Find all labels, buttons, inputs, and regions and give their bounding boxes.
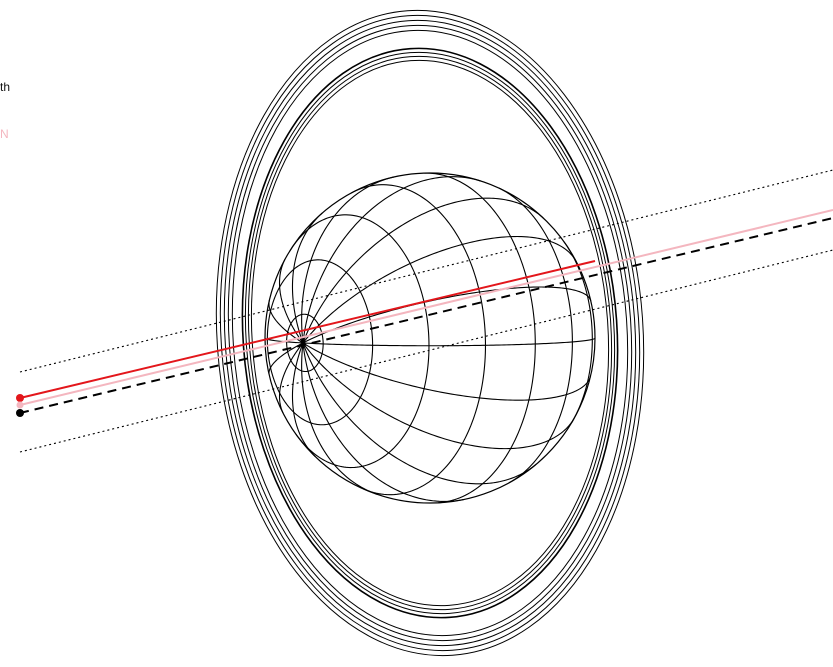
pink-line <box>19 209 833 406</box>
globe-parallel <box>498 187 573 484</box>
globe-meridian <box>268 342 304 375</box>
globe-meridian <box>291 342 316 458</box>
red-endpoint-dot <box>16 394 24 402</box>
globe-meridian <box>278 342 304 414</box>
pink-label: N <box>0 127 9 141</box>
top-left-label: th <box>0 80 11 94</box>
globe-parallel <box>424 172 536 504</box>
globe-meridian <box>302 286 592 344</box>
ring-ellipse <box>227 24 633 642</box>
globe-meridian <box>301 342 378 495</box>
globe-parallel <box>289 214 430 469</box>
globe-meridian <box>302 342 537 485</box>
black-endpoint-dot <box>16 409 24 417</box>
ring-ellipse <box>223 19 637 647</box>
ring-ellipse <box>241 47 619 619</box>
globe-meridian <box>302 337 596 347</box>
globe-meridian <box>302 342 575 450</box>
globe <box>264 172 596 504</box>
globe-parallel <box>350 184 487 496</box>
ring-ellipse <box>247 55 613 611</box>
globe-meridian <box>302 176 481 344</box>
ring-ellipse <box>250 59 610 607</box>
globe-meridian <box>302 342 592 401</box>
globe-meridian <box>291 212 323 344</box>
pink-endpoint-dot <box>16 401 24 409</box>
dashed-line <box>19 217 833 414</box>
ring-ellipse <box>219 14 641 652</box>
globe-meridian <box>278 258 304 344</box>
globe-meridian <box>268 300 304 344</box>
red-line <box>19 260 596 399</box>
line-group <box>16 169 833 453</box>
globe-meridian <box>302 235 577 344</box>
globe-meridian <box>301 176 395 344</box>
ring-ellipse <box>215 9 645 657</box>
globe-meridian <box>302 342 464 502</box>
globe-meridian <box>302 197 544 344</box>
ring-ellipse <box>244 51 616 615</box>
